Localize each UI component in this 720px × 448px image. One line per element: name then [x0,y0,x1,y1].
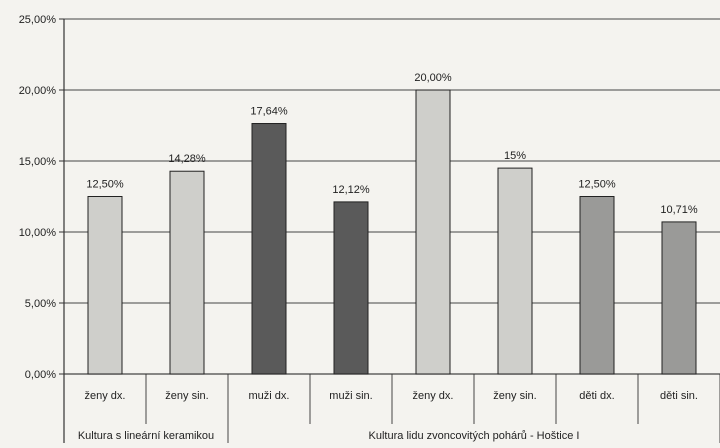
data-label: 12,50% [86,179,124,191]
y-tick-label: 25,00% [19,14,57,26]
bar [579,196,615,375]
data-label: 20,00% [414,72,452,84]
bar [87,196,123,375]
bar [333,201,369,375]
x-tick-label: ženy sin. [165,390,208,402]
data-label: 14,28% [168,153,206,165]
x-tick-label: muži dx. [249,390,290,402]
x-tick-label: muži sin. [329,390,372,402]
bar [661,221,697,375]
y-tick-label: 20,00% [19,85,57,97]
x-tick-label: ženy dx. [85,390,126,402]
data-label: 10,71% [660,204,698,216]
bar [169,170,205,375]
y-tick-label: 0,00% [25,369,56,381]
bar [497,167,533,375]
data-label: 12,12% [332,184,370,196]
x-tick-label: děti dx. [579,390,614,402]
y-tick-label: 5,00% [25,298,56,310]
data-label: 15% [504,150,526,162]
y-tick-label: 10,00% [19,227,57,239]
x-tick-label: ženy dx. [413,390,454,402]
bar [415,89,451,375]
group-label: Kultura lidu zvoncovitých pohárů - Hošti… [369,430,580,442]
x-tick-label: děti sin. [660,390,698,402]
y-tick-label: 15,00% [19,156,57,168]
data-label: 17,64% [250,106,288,118]
data-label: 12,50% [578,179,616,191]
group-label: Kultura s lineární keramikou [78,430,214,442]
x-tick-label: ženy sin. [493,390,536,402]
bar [251,123,287,375]
